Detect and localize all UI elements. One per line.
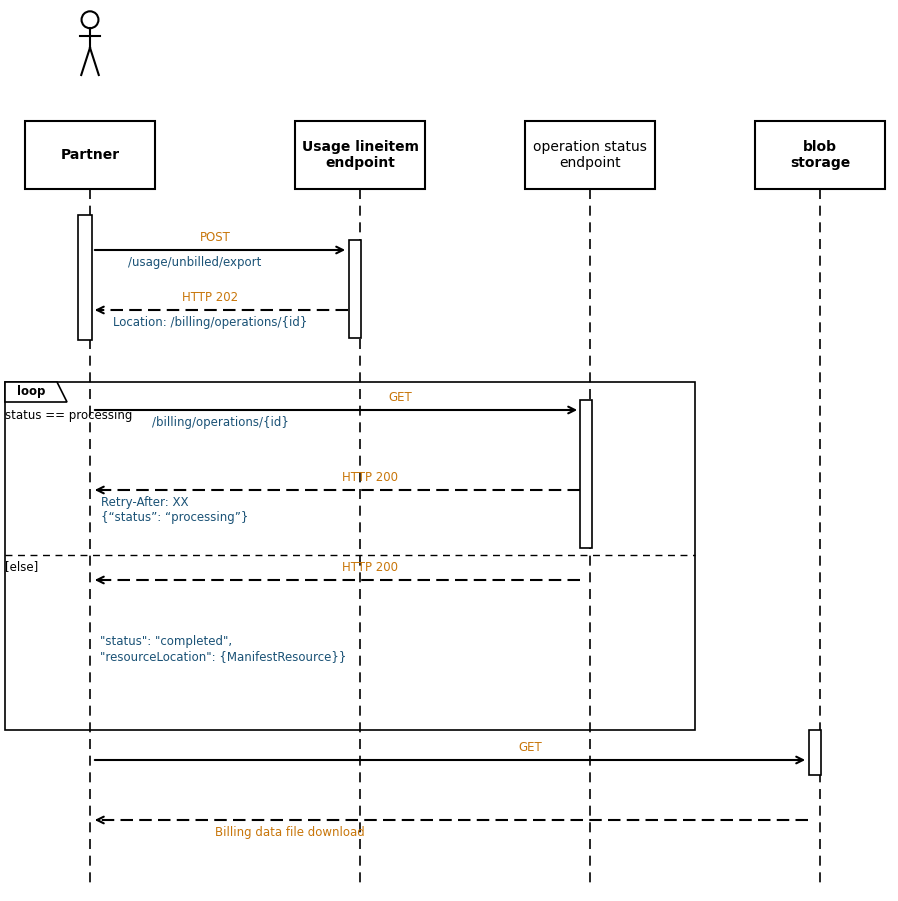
Text: Usage lineitem
endpoint: Usage lineitem endpoint	[302, 140, 418, 170]
Bar	[349, 240, 361, 338]
Text: /billing/operations/{id}: /billing/operations/{id}	[152, 416, 288, 429]
Text: HTTP 200: HTTP 200	[342, 561, 398, 574]
Bar	[580, 400, 592, 548]
Text: Retry-After: XX
{“status”: “processing”}: Retry-After: XX {“status”: “processing”}	[101, 496, 249, 524]
Text: GET: GET	[518, 741, 541, 754]
Bar	[755, 121, 885, 189]
Text: HTTP 202: HTTP 202	[182, 291, 238, 304]
Text: status == processing: status == processing	[5, 408, 132, 422]
Text: loop: loop	[17, 386, 45, 398]
Text: GET: GET	[388, 391, 412, 404]
Bar	[78, 215, 92, 340]
Text: "status": "completed",
"resourceLocation": {ManifestResource}}: "status": "completed", "resourceLocation…	[100, 635, 347, 663]
Polygon shape	[5, 382, 67, 402]
Text: [else]: [else]	[5, 560, 39, 574]
Text: Billing data file download: Billing data file download	[216, 826, 365, 839]
Text: blob
storage: blob storage	[790, 140, 850, 170]
Bar	[25, 121, 155, 189]
Bar	[295, 121, 425, 189]
Text: POST: POST	[199, 231, 231, 244]
Text: Location: /billing/operations/{id}: Location: /billing/operations/{id}	[113, 316, 307, 329]
Bar	[525, 121, 655, 189]
Bar	[809, 730, 821, 775]
Text: HTTP 200: HTTP 200	[342, 471, 398, 484]
Text: /usage/unbilled/export: /usage/unbilled/export	[128, 256, 261, 269]
Text: Partner: Partner	[60, 148, 119, 162]
Text: operation status
endpoint: operation status endpoint	[533, 140, 647, 170]
Bar	[5, 382, 695, 730]
